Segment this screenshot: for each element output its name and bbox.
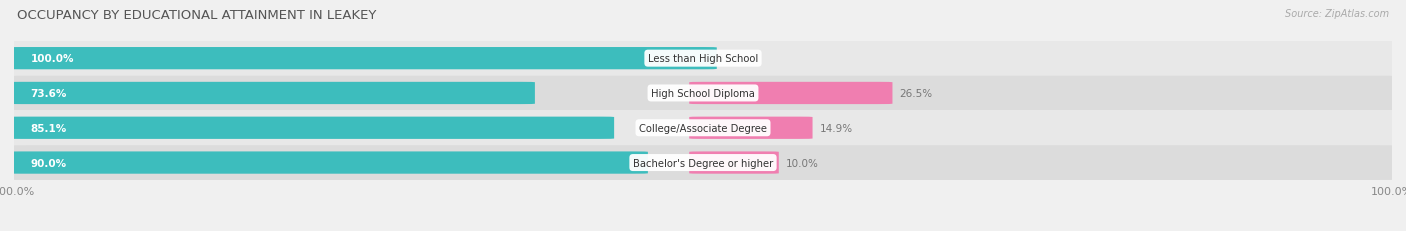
Text: 85.1%: 85.1% [31, 123, 67, 133]
FancyBboxPatch shape [689, 82, 893, 105]
Text: OCCUPANCY BY EDUCATIONAL ATTAINMENT IN LEAKEY: OCCUPANCY BY EDUCATIONAL ATTAINMENT IN L… [17, 9, 377, 22]
Text: 26.5%: 26.5% [900, 88, 932, 99]
FancyBboxPatch shape [0, 42, 1406, 76]
FancyBboxPatch shape [7, 82, 534, 105]
FancyBboxPatch shape [0, 146, 1406, 180]
Text: College/Associate Degree: College/Associate Degree [638, 123, 768, 133]
FancyBboxPatch shape [7, 152, 648, 174]
FancyBboxPatch shape [689, 117, 813, 139]
Text: Bachelor's Degree or higher: Bachelor's Degree or higher [633, 158, 773, 168]
Text: 14.9%: 14.9% [820, 123, 852, 133]
FancyBboxPatch shape [0, 111, 1406, 146]
Text: 100.0%: 100.0% [31, 54, 75, 64]
Text: Less than High School: Less than High School [648, 54, 758, 64]
FancyBboxPatch shape [7, 117, 614, 139]
Text: Source: ZipAtlas.com: Source: ZipAtlas.com [1285, 9, 1389, 19]
Text: 90.0%: 90.0% [31, 158, 66, 168]
Text: High School Diploma: High School Diploma [651, 88, 755, 99]
FancyBboxPatch shape [689, 152, 779, 174]
Text: 10.0%: 10.0% [786, 158, 818, 168]
Text: 73.6%: 73.6% [31, 88, 67, 99]
Text: 0.0%: 0.0% [717, 54, 742, 64]
FancyBboxPatch shape [7, 48, 717, 70]
FancyBboxPatch shape [0, 76, 1406, 111]
